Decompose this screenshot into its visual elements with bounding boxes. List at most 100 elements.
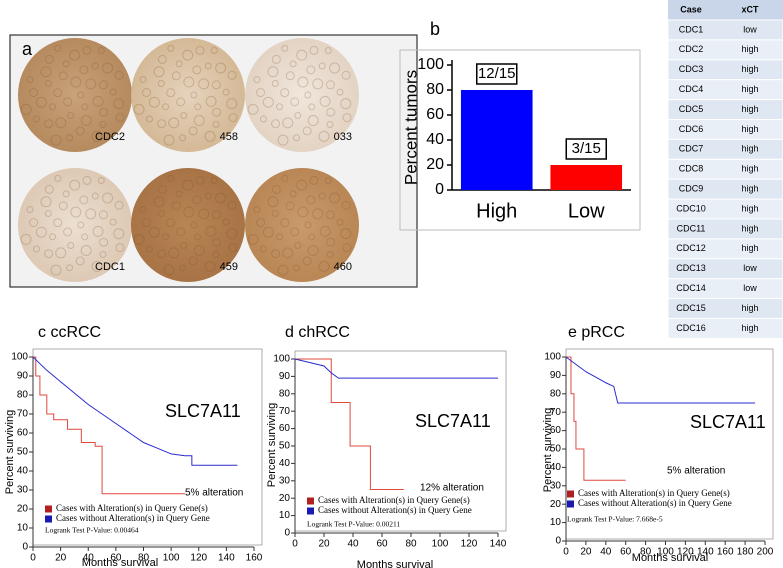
x-tick-label: 100 — [163, 553, 180, 564]
tissue-texture — [163, 264, 175, 276]
tissue-texture — [77, 221, 85, 229]
tissue-texture — [293, 264, 301, 272]
tissue-texture — [55, 247, 67, 259]
tissue-texture — [190, 221, 198, 229]
tissue-texture — [211, 210, 221, 220]
tissue-texture — [289, 60, 297, 68]
tissue-texture — [70, 76, 82, 88]
tissue-texture — [99, 107, 109, 117]
tissue-texture — [85, 78, 97, 90]
y-tick-label: 70 — [17, 409, 29, 420]
tissue-texture — [294, 112, 302, 120]
panel-label: b — [430, 19, 440, 39]
x-tick-label: 60 — [620, 547, 632, 558]
tissue-texture — [247, 233, 259, 245]
tissue-texture — [262, 226, 274, 238]
tissue-core — [131, 38, 245, 152]
y-tick-label: 0 — [435, 181, 444, 198]
tissue-texture — [280, 218, 290, 228]
survival-curve — [33, 356, 185, 495]
tissue-texture — [163, 134, 175, 146]
tissue-texture — [308, 233, 316, 241]
tissue-texture — [53, 88, 63, 98]
y-tick-label: 80 — [550, 388, 562, 399]
tissue-texture — [102, 62, 114, 74]
tissue-texture — [69, 179, 81, 191]
tissue-texture — [281, 44, 289, 52]
tissue-texture — [190, 91, 198, 99]
tissue-texture — [115, 243, 125, 253]
tissue-texture — [175, 60, 183, 68]
x-tick-label: 40 — [83, 553, 95, 564]
table-cell: high — [741, 164, 758, 174]
tissue-texture — [113, 98, 125, 110]
tissue-texture — [44, 54, 54, 64]
tissue-texture — [302, 126, 312, 136]
table-cell: CDC16 — [676, 323, 706, 333]
y-tick-label: 70 — [550, 407, 562, 418]
tissue-texture — [179, 264, 187, 272]
tissue-texture — [277, 264, 289, 276]
y-tick-label: 20 — [17, 504, 29, 515]
tissue-texture — [271, 119, 281, 129]
tissue-texture — [205, 95, 217, 107]
table-cell: high — [741, 124, 758, 134]
tissue-core — [18, 38, 132, 152]
x-tick-label: 40 — [600, 547, 612, 558]
tissue-texture — [44, 80, 52, 88]
x-tick-label: 120 — [677, 547, 694, 558]
tissue-texture — [67, 242, 75, 250]
x-tick-label: 140 — [218, 553, 235, 564]
table-cell: low — [743, 263, 757, 273]
table-cell: CDC13 — [676, 263, 706, 273]
tissue-texture — [102, 192, 114, 204]
tissue-texture — [318, 62, 326, 70]
legend-label: Cases without Alteration(s) in Query Gen… — [318, 505, 472, 515]
x-tick-label: 40 — [347, 539, 359, 550]
table-cell: high — [741, 243, 758, 253]
tissue-texture — [259, 245, 267, 253]
chart-title: e pRCC — [568, 324, 625, 341]
y-axis-label: Percent surviving — [266, 403, 278, 487]
tissue-texture — [82, 45, 92, 55]
tissue-texture — [91, 62, 99, 70]
tissue-texture — [157, 119, 167, 129]
tissue-texture — [226, 228, 238, 240]
tissue-texture — [80, 115, 92, 127]
tissue-texture — [148, 96, 160, 108]
tissue-texture — [75, 126, 85, 136]
tissue-texture — [176, 227, 186, 237]
tissue-texture — [282, 247, 294, 259]
tissue-texture — [307, 245, 319, 257]
tissue-texture — [79, 65, 89, 75]
table-cell: high — [741, 104, 758, 114]
core-label: 459 — [220, 261, 238, 273]
tissue-texture — [50, 134, 62, 146]
y-axis-label: Percent tumors — [401, 70, 420, 185]
tissue-texture — [205, 225, 217, 237]
core-label: CDC1 — [95, 261, 125, 273]
y-tick-label: 40 — [426, 131, 444, 148]
tissue-texture — [192, 65, 202, 75]
legend-swatch — [567, 490, 574, 498]
tissue-texture — [306, 195, 316, 205]
tissue-texture — [336, 218, 344, 226]
table-header: Case — [680, 4, 702, 14]
tissue-texture — [293, 134, 301, 142]
y-tick-label: 10 — [550, 517, 562, 528]
tissue-texture — [50, 264, 62, 276]
tissue-texture — [20, 233, 32, 245]
annotation: SLC7A11 — [415, 411, 491, 431]
tissue-texture — [44, 119, 54, 129]
tissue-texture — [109, 88, 117, 96]
tissue-texture — [54, 44, 62, 52]
legend-swatch — [307, 497, 314, 505]
tissue-texture — [212, 251, 220, 259]
tissue-texture — [97, 176, 105, 184]
table-cell: high — [741, 144, 758, 154]
tissue-texture — [91, 192, 99, 200]
y-tick-label: 100 — [417, 56, 444, 73]
y-tick-label: 60 — [550, 425, 562, 436]
tissue-texture — [325, 80, 335, 90]
